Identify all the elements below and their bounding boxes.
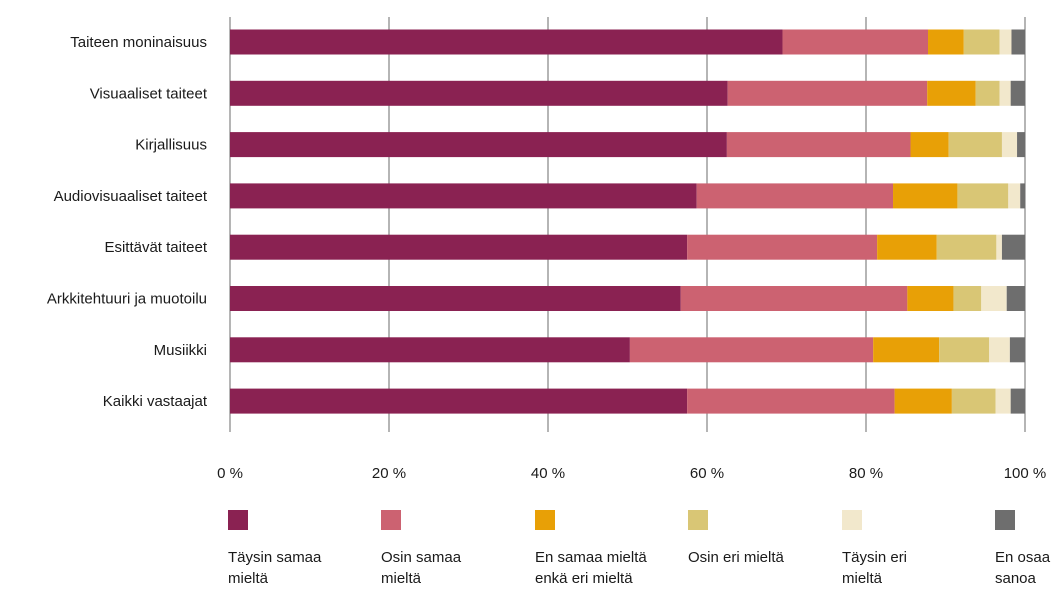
legend-swatch — [535, 510, 555, 530]
bar-segment — [727, 80, 928, 106]
bar-segment — [999, 80, 1011, 106]
bar-segment — [782, 29, 929, 55]
bar-segment — [948, 132, 1002, 158]
category-label: Esittävät taiteet — [104, 239, 207, 256]
legend-label: En samaa mieltä enkä eri mieltä — [535, 549, 647, 587]
bar-segment — [1001, 234, 1025, 260]
legend-item: Täysin samaa mieltä — [228, 510, 321, 587]
legend-swatch — [381, 510, 401, 530]
chart-legend: Täysin samaa mieltä Osin samaa mieltä En s… — [0, 510, 1055, 592]
legend-item: Osin samaa mieltä — [381, 510, 461, 587]
legend-swatch — [842, 510, 862, 530]
bar-segment — [680, 286, 908, 311]
bar-segment — [230, 337, 630, 363]
x-tick-label: 0 % — [217, 465, 243, 482]
bar-segment — [999, 29, 1012, 55]
x-tick-label: 20 % — [372, 465, 406, 482]
legend-item: En samaa mieltä enkä eri mieltä — [535, 510, 647, 587]
bar-segment — [928, 29, 964, 55]
bar-segment — [696, 183, 894, 209]
bar-segment — [894, 388, 952, 414]
bar-segment — [927, 80, 976, 106]
bar-segment — [957, 183, 1009, 209]
x-tick-label: 40 % — [531, 465, 565, 482]
stacked-bar-chart: 0 % 20 % 40 % 60 % 80 % 100 % Taiteen moninais… — [47, 17, 1047, 482]
bar-segment — [230, 80, 728, 106]
bar-segment — [230, 388, 688, 414]
bar-segment — [1020, 183, 1025, 209]
legend-label: Osin eri mieltä — [688, 549, 784, 566]
bar-segment — [996, 234, 1002, 260]
legend-item: En osaa sanoa — [995, 510, 1050, 587]
bar-segment — [726, 132, 911, 158]
category-label: Arkkitehtuuri ja muotoilu — [47, 291, 207, 308]
bar-segment — [893, 183, 958, 209]
legend-label: Osin samaa mieltä — [381, 549, 462, 587]
bar-segment — [873, 337, 940, 363]
bar-segment — [989, 337, 1010, 363]
bar-segment — [1006, 286, 1025, 311]
bar-segment — [877, 234, 937, 260]
bar-segment — [1010, 388, 1025, 414]
bar-segment — [1009, 337, 1025, 363]
legend-swatch — [228, 510, 248, 530]
bar-segment — [981, 286, 1007, 311]
legend-item: Osin eri mieltä — [688, 510, 784, 566]
category-label: Visuaaliset taiteet — [90, 85, 208, 102]
legend-swatch — [688, 510, 708, 530]
category-label: Kaikki vastaajat — [103, 393, 208, 410]
bar-segment — [230, 132, 727, 158]
bar-segment — [1017, 132, 1025, 158]
category-label: Kirjallisuus — [135, 137, 207, 154]
category-label: Taiteen moninaisuus — [70, 34, 207, 51]
bar-segment — [907, 286, 954, 311]
bar-segment — [936, 234, 997, 260]
bar-segment — [995, 388, 1011, 414]
bar-segment — [951, 388, 996, 414]
bar-segment — [629, 337, 874, 363]
bar-segment — [230, 29, 783, 55]
bar-segment — [1001, 132, 1018, 158]
bar-segment — [953, 286, 982, 311]
legend-swatch — [995, 510, 1015, 530]
legend-label: En osaa sanoa — [995, 549, 1051, 587]
legend-label: Täysin eri mieltä — [842, 549, 908, 587]
bar-segment — [230, 183, 697, 209]
bar-segment — [687, 234, 878, 260]
bar-segment — [1011, 29, 1025, 55]
x-tick-label: 80 % — [849, 465, 883, 482]
legend-item: Täysin eri mieltä — [842, 510, 907, 587]
legend-label: Täysin samaa mieltä — [228, 549, 322, 587]
category-label: Musiikki — [154, 342, 207, 359]
bar-segment — [230, 286, 681, 311]
bar-segment — [910, 132, 949, 158]
bar-segment — [1008, 183, 1021, 209]
bar-segment — [963, 29, 1000, 55]
bar-segment — [939, 337, 990, 363]
category-label: Audiovisuaaliset taiteet — [54, 188, 208, 205]
x-tick-label: 60 % — [690, 465, 724, 482]
bar-segment — [1010, 80, 1025, 106]
bar-segment — [230, 234, 688, 260]
x-tick-label: 100 % — [1004, 465, 1047, 482]
bar-segment — [687, 388, 895, 414]
bar-segment — [975, 80, 1000, 106]
